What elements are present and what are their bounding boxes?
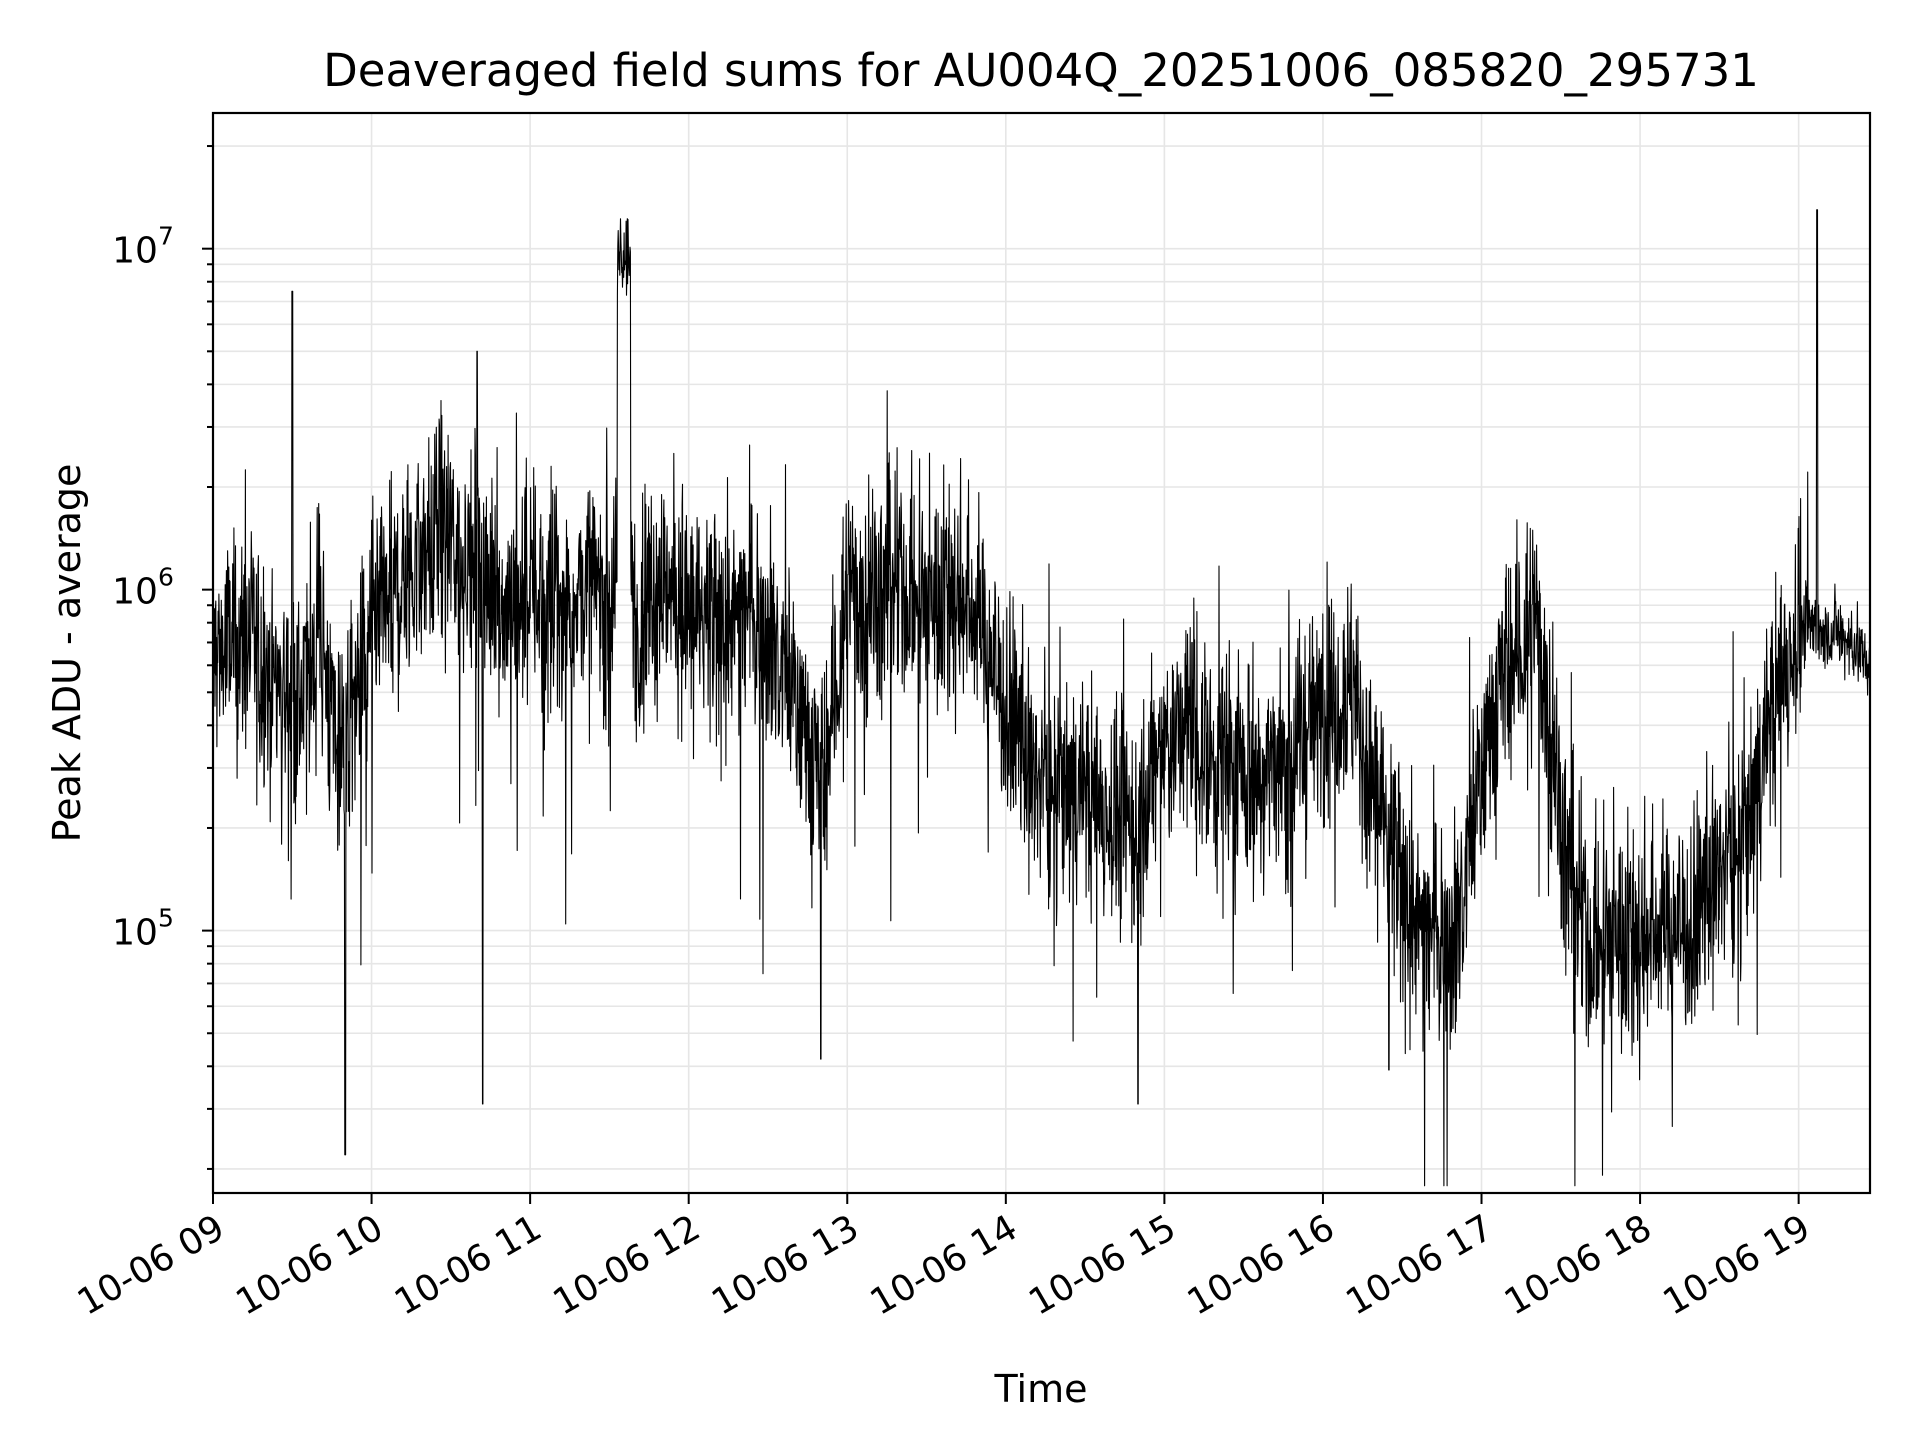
x-tick-label: 10-06 17 (1339, 1207, 1500, 1323)
y-axis-label: Peak ADU - average (45, 464, 89, 843)
x-axis-label: Time (994, 1367, 1088, 1411)
y-tick-label: 106 (112, 563, 174, 613)
y-tick-label: 107 (112, 222, 174, 272)
series-layer (212, 209, 1871, 1187)
x-tick-label: 10-06 18 (1498, 1207, 1659, 1323)
x-tick-label: 10-06 14 (864, 1207, 1025, 1323)
plot-frame (211, 111, 1872, 1195)
x-tick-label: 10-06 15 (1022, 1207, 1183, 1323)
x-tick-label: 10-06 19 (1656, 1207, 1817, 1323)
x-tick-label: 10-06 12 (547, 1207, 708, 1323)
x-tick-label: 10-06 11 (388, 1207, 549, 1323)
x-tick-label: 10-06 16 (1181, 1207, 1342, 1323)
series-line (212, 209, 1871, 1187)
x-tick-label: 10-06 09 (71, 1207, 232, 1323)
x-tick-label: 10-06 13 (705, 1207, 866, 1323)
x-tick-label: 10-06 10 (229, 1207, 390, 1323)
y-tick-label: 105 (112, 904, 174, 954)
chart-title: Deaveraged field sums for AU004Q_2025100… (323, 44, 1759, 97)
